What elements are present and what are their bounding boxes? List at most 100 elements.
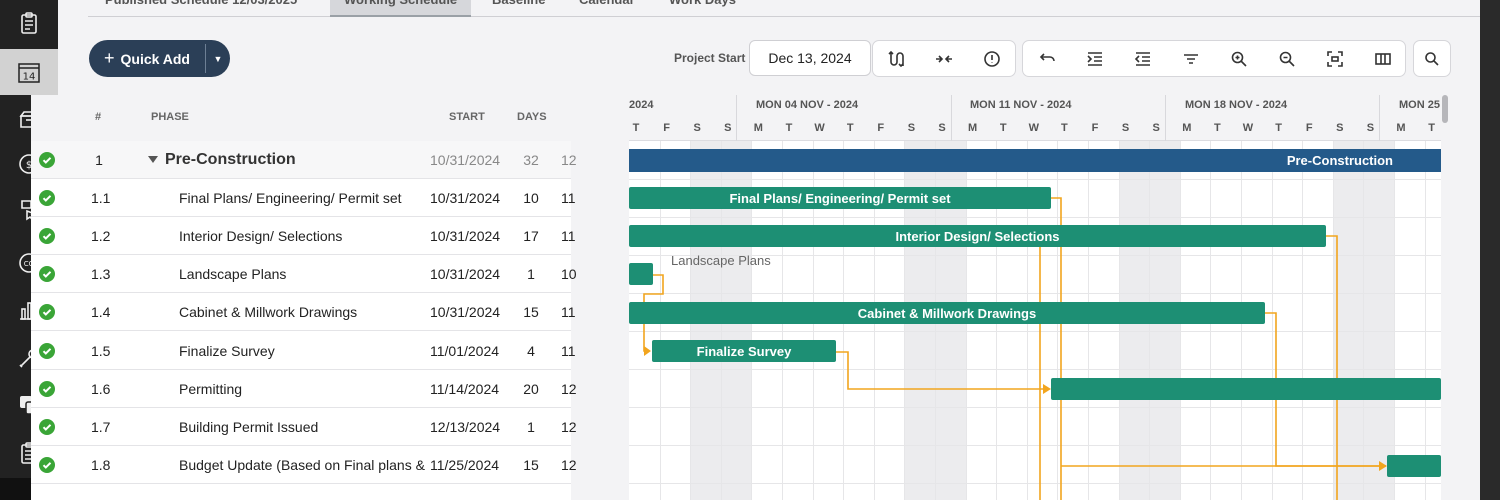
- table-row[interactable]: 1.1 Final Plans/ Engineering/ Permit set…: [31, 179, 576, 217]
- table-row[interactable]: 1 Pre-Construction 10/31/2024 32 12: [31, 141, 577, 179]
- clipboard-icon[interactable]: [0, 0, 58, 46]
- indent-icon[interactable]: [1086, 50, 1104, 68]
- row-end-partial: 10: [561, 266, 577, 282]
- row-start: 10/31/2024: [430, 304, 501, 320]
- info-icon[interactable]: [983, 50, 1001, 68]
- undo-icon[interactable]: [1038, 50, 1056, 68]
- outdent-icon[interactable]: [1134, 50, 1152, 68]
- tab-baseline[interactable]: Baseline: [492, 0, 545, 17]
- check-circle-icon[interactable]: [39, 304, 55, 320]
- row-start: 12/13/2024: [430, 419, 501, 435]
- week-separator: [1165, 95, 1166, 141]
- tab-calendar[interactable]: Calendar: [579, 0, 635, 17]
- gantt-bar-cabinet[interactable]: Cabinet & Millwork Drawings: [629, 302, 1265, 324]
- check-circle-icon[interactable]: [39, 343, 55, 359]
- day-label: S: [724, 122, 732, 134]
- table-row[interactable]: 1.4 Cabinet & Millwork Drawings 10/31/20…: [31, 293, 576, 331]
- gantt-bar-budget-update[interactable]: [1387, 455, 1441, 477]
- quick-add-button[interactable]: + Quick Add: [89, 40, 205, 77]
- row-name: Interior Design/ Selections: [179, 228, 343, 244]
- row-start: 10/31/2024: [430, 190, 501, 206]
- collapse-icon[interactable]: [935, 50, 953, 68]
- day-label: T: [1214, 122, 1221, 134]
- day-label: M: [1182, 122, 1192, 134]
- svg-text:CO: CO: [24, 260, 35, 268]
- week-separator: [1379, 95, 1380, 141]
- gantt-scrollbar-thumb[interactable]: [1442, 95, 1448, 123]
- row-days: 20: [523, 381, 539, 397]
- row-number: 1.2: [91, 228, 111, 244]
- row-start: 10/31/2024: [430, 266, 501, 282]
- column-header-days[interactable]: DAYS: [517, 111, 547, 123]
- day-label: F: [1091, 122, 1099, 134]
- plus-icon: +: [103, 48, 115, 68]
- row-name: Building Permit Issued: [179, 419, 319, 435]
- row-start: 10/31/2024: [430, 228, 501, 244]
- tab-published-schedule[interactable]: Published Schedule 12/03/2025: [105, 0, 297, 17]
- row-end-partial: 12: [561, 152, 577, 168]
- row-end-partial: 12: [561, 457, 577, 473]
- critical-path-icon[interactable]: [887, 50, 905, 68]
- day-label: T: [999, 122, 1007, 134]
- tab-working-schedule[interactable]: Working Schedule: [330, 0, 472, 17]
- gantt-bar-permitting[interactable]: [1051, 378, 1441, 400]
- task-grid: # PHASE START DAYS 1 Pre-Construction 10…: [31, 95, 577, 500]
- zoom-in-icon[interactable]: [1230, 50, 1248, 68]
- check-circle-icon[interactable]: [39, 457, 55, 473]
- column-header-phase[interactable]: PHASE: [151, 111, 189, 123]
- fit-icon[interactable]: [1326, 50, 1344, 68]
- column-header-num[interactable]: #: [95, 111, 102, 123]
- row-days: 15: [523, 457, 539, 473]
- search-button[interactable]: [1413, 40, 1451, 77]
- zoom-out-icon[interactable]: [1278, 50, 1296, 68]
- day-label: M: [753, 122, 763, 134]
- check-circle-icon[interactable]: [39, 228, 55, 244]
- table-row[interactable]: 1.6 Permitting 11/14/2024 20 12: [31, 370, 577, 408]
- table-row[interactable]: 1.7 Building Permit Issued 12/13/2024 1 …: [31, 408, 577, 446]
- row-name: Landscape Plans: [179, 266, 287, 282]
- gantt-bar-landscape[interactable]: [629, 263, 653, 285]
- day-label: S: [693, 122, 701, 134]
- gantt-bar-final-plans[interactable]: Final Plans/ Engineering/ Permit set: [629, 187, 1051, 209]
- table-row[interactable]: 1.3 Landscape Plans 10/31/2024 1 10: [31, 255, 577, 293]
- week-label: MON 25: [1399, 99, 1440, 111]
- day-label: T: [1428, 122, 1435, 134]
- table-row[interactable]: 1.8 Budget Update (Based on Final plans …: [31, 446, 577, 484]
- gantt-bar-finalize-survey[interactable]: Finalize Survey: [652, 340, 836, 362]
- table-row[interactable]: 1.2 Interior Design/ Selections 10/31/20…: [31, 217, 576, 255]
- row-number: 1.7: [91, 419, 111, 435]
- row-number: 1.4: [91, 304, 111, 320]
- row-gridline: [629, 179, 1441, 180]
- row-days: 15: [523, 304, 539, 320]
- column-header-start[interactable]: START: [449, 111, 485, 123]
- quick-add-dropdown-icon[interactable]: ▼: [213, 53, 223, 64]
- check-circle-icon[interactable]: [39, 419, 55, 435]
- tab-work-days[interactable]: Work Days: [669, 0, 736, 17]
- check-circle-icon[interactable]: [39, 266, 55, 282]
- calendar-icon[interactable]: 14: [0, 49, 58, 95]
- collapse-caret-icon[interactable]: [148, 156, 158, 163]
- row-end-partial: 12: [561, 419, 577, 435]
- row-number: 1: [95, 152, 103, 168]
- check-circle-icon[interactable]: [39, 190, 55, 206]
- row-number: 1.5: [91, 343, 111, 359]
- day-gridline: [1394, 141, 1395, 500]
- gantt-bar-pre-construction[interactable]: Pre-Construction: [629, 149, 1441, 172]
- quick-add-button-group: + Quick Add ▼: [89, 40, 230, 77]
- day-label: M: [968, 122, 978, 134]
- week-separator: [736, 95, 737, 141]
- weekend-shading: [1333, 141, 1395, 500]
- svg-text:14: 14: [23, 72, 36, 83]
- row-days: 17: [523, 228, 539, 244]
- check-circle-icon[interactable]: [39, 381, 55, 397]
- project-start-date-input[interactable]: Dec 13, 2024: [749, 40, 871, 76]
- gantt-scrollbar[interactable]: [1441, 95, 1451, 500]
- table-row[interactable]: 1.5 Finalize Survey 11/01/2024 4 11: [31, 332, 576, 370]
- columns-icon[interactable]: [1374, 50, 1392, 68]
- filter-icon[interactable]: [1182, 50, 1200, 68]
- schedule-tabs: Published Schedule 12/03/2025 Working Sc…: [88, 0, 1480, 17]
- check-circle-icon[interactable]: [39, 152, 55, 168]
- gantt-bar-interior-design[interactable]: Interior Design/ Selections: [629, 225, 1326, 247]
- day-label: T: [785, 122, 793, 134]
- row-gridline: [629, 217, 1441, 218]
